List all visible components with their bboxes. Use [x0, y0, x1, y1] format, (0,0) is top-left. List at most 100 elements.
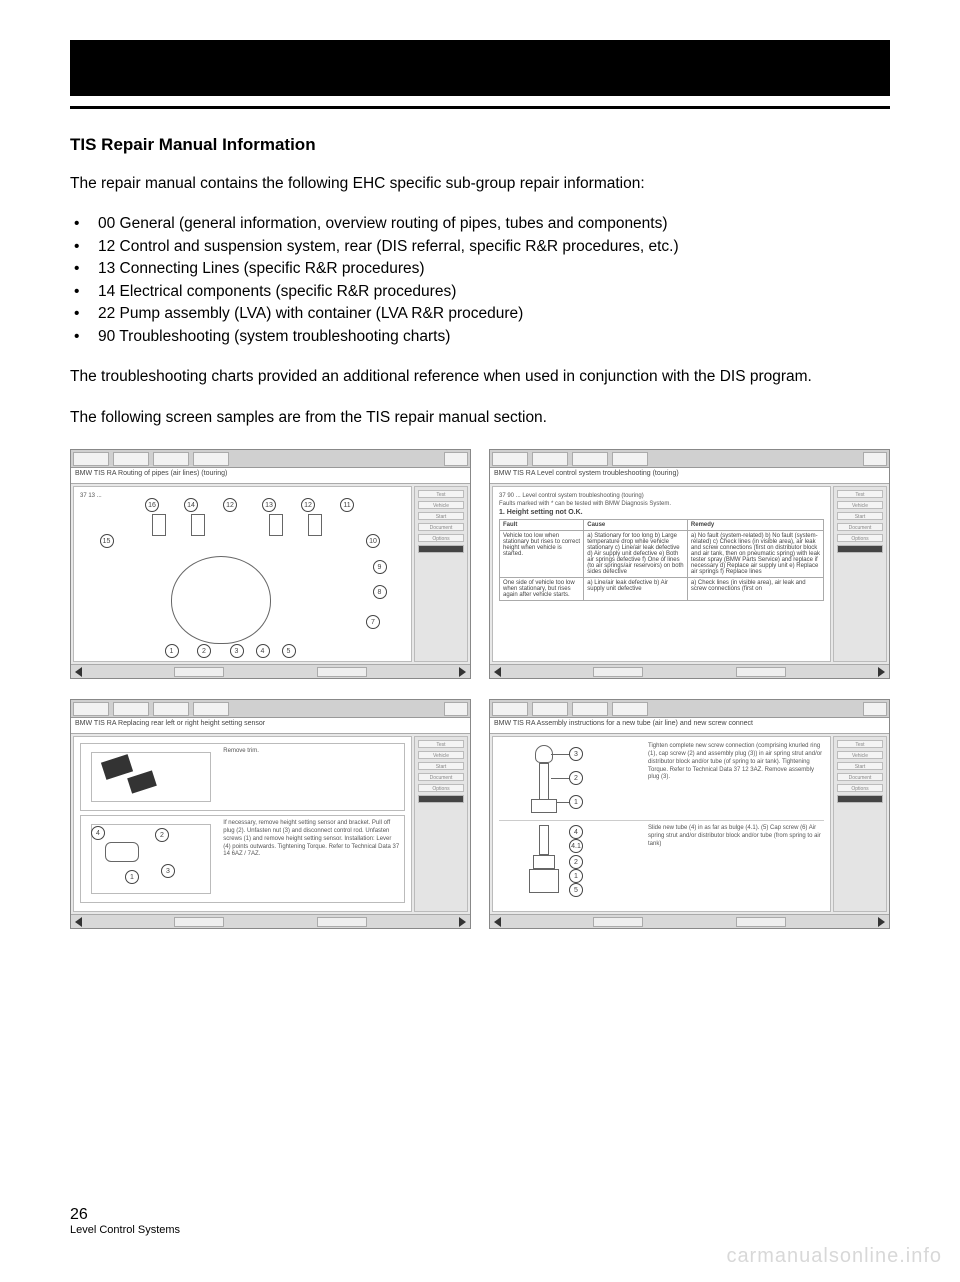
callout-number: 12: [301, 498, 315, 512]
side-button[interactable]: Test: [418, 490, 464, 498]
page-number: 26: [70, 1206, 180, 1224]
toolbar-button[interactable]: [153, 452, 189, 466]
app-toolbar: [71, 700, 470, 718]
component-icon: [191, 514, 205, 536]
toolbar-button[interactable]: [113, 452, 149, 466]
side-button[interactable]: Test: [837, 740, 883, 748]
prev-arrow-icon[interactable]: [75, 917, 82, 927]
toolbar-button[interactable]: [492, 702, 528, 716]
component-icon: [269, 514, 283, 536]
toolbar-button[interactable]: [73, 452, 109, 466]
side-button[interactable]: Document: [837, 523, 883, 531]
next-arrow-icon[interactable]: [459, 917, 466, 927]
callout-number: 4: [256, 644, 270, 658]
side-button[interactable]: Test: [837, 490, 883, 498]
side-button[interactable]: Vehicle: [837, 751, 883, 759]
diagram-subtitle: 37 13 ...: [80, 493, 405, 499]
side-button[interactable]: Options: [837, 784, 883, 792]
next-arrow-icon[interactable]: [878, 667, 885, 677]
intro-paragraph: The repair manual contains the following…: [70, 173, 890, 195]
toolbar-button[interactable]: [113, 702, 149, 716]
side-button[interactable]: Document: [418, 773, 464, 781]
callout-number: 8: [373, 585, 387, 599]
bottom-button[interactable]: [317, 667, 367, 677]
toolbar-button[interactable]: [444, 702, 468, 716]
side-button[interactable]: Start: [837, 512, 883, 520]
next-arrow-icon[interactable]: [878, 917, 885, 927]
step-box: 4 4.1 2 1 5 Slide new tube (4) in as far…: [499, 825, 824, 903]
side-button[interactable]: Vehicle: [837, 501, 883, 509]
callout-number: 14: [184, 498, 198, 512]
toolbar-button[interactable]: [612, 702, 648, 716]
bottom-bar: [71, 664, 470, 678]
bottom-button[interactable]: [593, 667, 643, 677]
tube-outline: [539, 763, 549, 803]
toolbar-button[interactable]: [863, 452, 887, 466]
window-title: BMW TIS RA Routing of pipes (air lines) …: [71, 468, 470, 484]
next-arrow-icon[interactable]: [459, 667, 466, 677]
bottom-button[interactable]: [736, 917, 786, 927]
app-toolbar: [71, 450, 470, 468]
toolbar-button[interactable]: [572, 452, 608, 466]
bottom-button[interactable]: [736, 667, 786, 677]
toolbar-button[interactable]: [153, 702, 189, 716]
toolbar-button[interactable]: [193, 452, 229, 466]
toolbar-button[interactable]: [863, 702, 887, 716]
toolbar-button[interactable]: [572, 702, 608, 716]
step-text: Remove trim.: [217, 748, 400, 806]
side-button[interactable]: Start: [837, 762, 883, 770]
side-button[interactable]: [418, 545, 464, 553]
callout-number: 7: [366, 615, 380, 629]
side-button[interactable]: Document: [418, 523, 464, 531]
bottom-button[interactable]: [174, 917, 224, 927]
toolbar-button[interactable]: [532, 702, 568, 716]
bottom-button[interactable]: [174, 667, 224, 677]
table-cell: a) No fault (system-related) b) No fault…: [687, 531, 823, 578]
side-button[interactable]: Document: [837, 773, 883, 781]
callout-number: 16: [145, 498, 159, 512]
tis-screenshot-troubleshooting: BMW TIS RA Level control system troubles…: [489, 449, 890, 679]
toolbar-button[interactable]: [193, 702, 229, 716]
side-button[interactable]: Test: [418, 740, 464, 748]
diagram-pane: 37 13 ... 16 14 12 13: [73, 486, 412, 662]
prev-arrow-icon[interactable]: [75, 667, 82, 677]
list-item: 90 Troubleshooting (system troubleshooti…: [70, 326, 890, 348]
step-text: Slide new tube (4) in as far as bulge (4…: [642, 825, 824, 903]
paragraph: The following screen samples are from th…: [70, 407, 890, 429]
table-cell: a) Stationary for too long b) Large temp…: [584, 531, 688, 578]
screenshot-grid: BMW TIS RA Routing of pipes (air lines) …: [70, 449, 890, 929]
bottom-button[interactable]: [593, 917, 643, 927]
prev-arrow-icon[interactable]: [494, 667, 501, 677]
watermark-text: carmanualsonline.info: [726, 1245, 942, 1268]
callout-number: 3: [569, 747, 583, 761]
column-header: Fault: [500, 520, 584, 531]
toolbar-button[interactable]: [492, 452, 528, 466]
side-button[interactable]: Options: [837, 534, 883, 542]
bottom-button[interactable]: [317, 917, 367, 927]
leader-line: [551, 778, 569, 779]
compressor-outline: [171, 556, 271, 644]
bottom-bar: [490, 664, 889, 678]
side-button[interactable]: [837, 795, 883, 803]
side-button[interactable]: Vehicle: [418, 501, 464, 509]
step-sketch: 3 2 1: [499, 743, 642, 820]
side-button[interactable]: [837, 545, 883, 553]
side-button[interactable]: Options: [418, 534, 464, 542]
note-text: Faults marked with * can be tested with …: [499, 501, 824, 507]
step-box: Remove trim.: [80, 743, 405, 811]
toolbar-button[interactable]: [73, 702, 109, 716]
side-button[interactable]: Options: [418, 784, 464, 792]
side-button[interactable]: Vehicle: [418, 751, 464, 759]
component-outline: [105, 842, 139, 862]
leader-line: [557, 802, 569, 803]
section-heading: TIS Repair Manual Information: [70, 135, 890, 155]
toolbar-button[interactable]: [532, 452, 568, 466]
prev-arrow-icon[interactable]: [494, 917, 501, 927]
side-button[interactable]: Start: [418, 512, 464, 520]
side-button[interactable]: [418, 795, 464, 803]
side-button[interactable]: Start: [418, 762, 464, 770]
toolbar-button[interactable]: [612, 452, 648, 466]
toolbar-button[interactable]: [444, 452, 468, 466]
list-item: 22 Pump assembly (LVA) with container (L…: [70, 303, 890, 325]
callout-number: 1: [569, 869, 583, 883]
